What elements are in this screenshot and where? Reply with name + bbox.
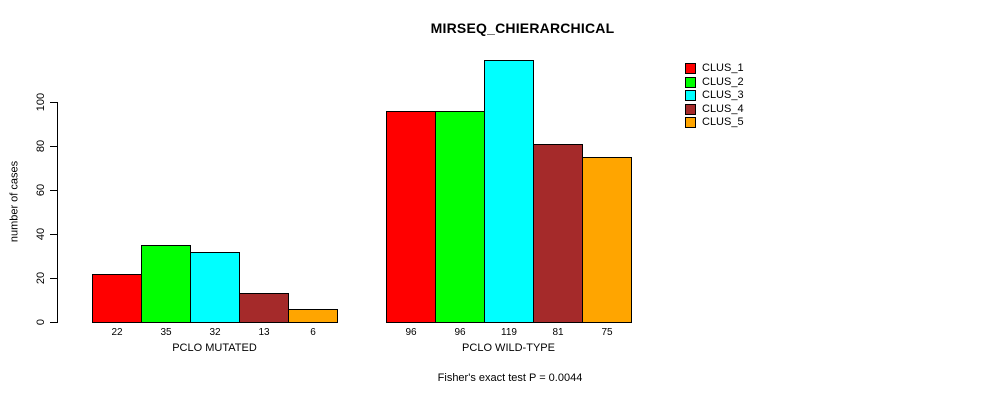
- bar-pclo-wild-type-clus-4: [533, 144, 583, 323]
- y-axis-tick-label: 40: [35, 227, 47, 241]
- y-axis-tick: [50, 146, 57, 147]
- y-axis-tick: [50, 322, 57, 323]
- y-axis-tick: [50, 190, 57, 191]
- group-label-pclo-mutated: PCLO MUTATED: [172, 342, 257, 354]
- bar-pclo-wild-type-clus-1: [386, 111, 436, 323]
- legend-label-clus-5: CLUS_5: [702, 116, 744, 128]
- legend-label-clus-4: CLUS_4: [702, 103, 744, 115]
- y-axis-tick-label: 80: [35, 139, 47, 153]
- y-axis-tick-label: 60: [35, 183, 47, 197]
- legend-swatch-clus-5: [685, 117, 696, 128]
- y-axis-line: [57, 102, 58, 323]
- legend-swatch-clus-1: [685, 63, 696, 74]
- bar-pclo-wild-type-clus-3: [484, 60, 534, 323]
- legend-swatch-clus-4: [685, 104, 696, 115]
- bar-value-label: 119: [501, 327, 517, 338]
- bar-pclo-mutated-clus-5: [288, 309, 338, 323]
- y-axis-tick: [50, 234, 57, 235]
- y-axis-tick-label: 0: [35, 318, 47, 326]
- legend-label-clus-2: CLUS_2: [702, 76, 744, 88]
- bar-pclo-mutated-clus-2: [141, 245, 191, 323]
- legend-label-clus-1: CLUS_1: [702, 62, 744, 74]
- stat-test-caption: Fisher's exact test P = 0.0044: [437, 372, 583, 384]
- group-label-pclo-wild-type: PCLO WILD-TYPE: [462, 342, 555, 354]
- y-axis-tick-label: 100: [35, 92, 47, 112]
- bar-value-label: 22: [111, 327, 123, 338]
- y-axis-tick-label: 20: [35, 271, 47, 285]
- legend-swatch-clus-2: [685, 77, 696, 88]
- bar-pclo-mutated-clus-3: [190, 252, 240, 323]
- bar-value-label: 81: [552, 327, 564, 338]
- legend-swatch-clus-3: [685, 90, 696, 101]
- bar-pclo-mutated-clus-4: [239, 293, 289, 323]
- bar-value-label: 96: [405, 327, 417, 338]
- bar-value-label: 75: [601, 327, 613, 338]
- bar-value-label: 6: [310, 327, 316, 338]
- y-axis-label: number of cases: [8, 160, 21, 243]
- bar-value-label: 13: [258, 327, 270, 338]
- legend-label-clus-3: CLUS_3: [702, 89, 744, 101]
- bar-value-label: 32: [209, 327, 221, 338]
- bar-pclo-mutated-clus-1: [92, 274, 142, 323]
- y-axis-tick: [50, 278, 57, 279]
- bar-value-label: 35: [160, 327, 172, 338]
- bar-pclo-wild-type-clus-5: [582, 157, 632, 323]
- bar-value-label: 96: [454, 327, 466, 338]
- bar-pclo-wild-type-clus-2: [435, 111, 485, 323]
- chart-title: MIRSEQ_CHIERARCHICAL: [430, 20, 615, 36]
- y-axis-tick: [50, 102, 57, 103]
